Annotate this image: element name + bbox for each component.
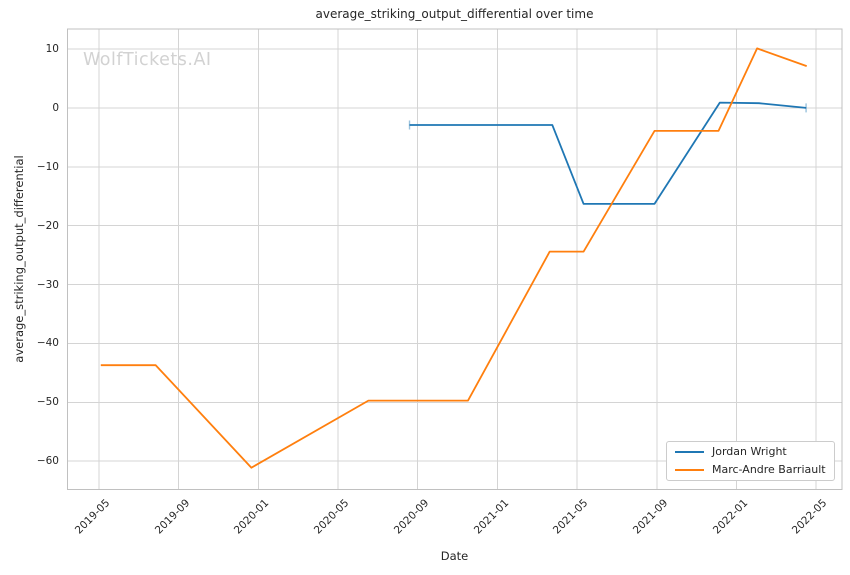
- plot-border: [67, 28, 843, 490]
- series-line-marc-andre-barriault: [100, 47, 808, 469]
- y-tick-label: −40: [36, 337, 59, 350]
- chart-title: average_striking_output_differential ove…: [315, 7, 594, 21]
- y-tick-label: 10: [45, 43, 59, 56]
- y-axis-label: average_striking_output_differential: [12, 155, 26, 363]
- legend-line-sample-jordan-wright: [675, 450, 704, 453]
- legend: Jordan Wright Marc-Andre Barriault: [666, 441, 835, 481]
- legend-label: Jordan Wright: [712, 444, 787, 458]
- x-axis-label: Date: [440, 549, 469, 563]
- y-tick-label: −60: [36, 455, 59, 468]
- y-tick-label: −20: [36, 219, 59, 232]
- legend-label: Marc-Andre Barriault: [712, 463, 826, 477]
- legend-item: Jordan Wright: [675, 444, 826, 460]
- legend-item: Marc-Andre Barriault: [675, 463, 826, 479]
- y-tick-label: 0: [52, 101, 59, 114]
- watermark: WolfTickets.AI: [83, 50, 212, 70]
- y-tick-label: −50: [36, 396, 59, 409]
- series-line-jordan-wright: [409, 101, 807, 205]
- y-tick-label: −10: [36, 160, 59, 173]
- legend-line-sample-marc-andre-barriault: [675, 469, 704, 472]
- y-tick-label: −30: [36, 278, 59, 291]
